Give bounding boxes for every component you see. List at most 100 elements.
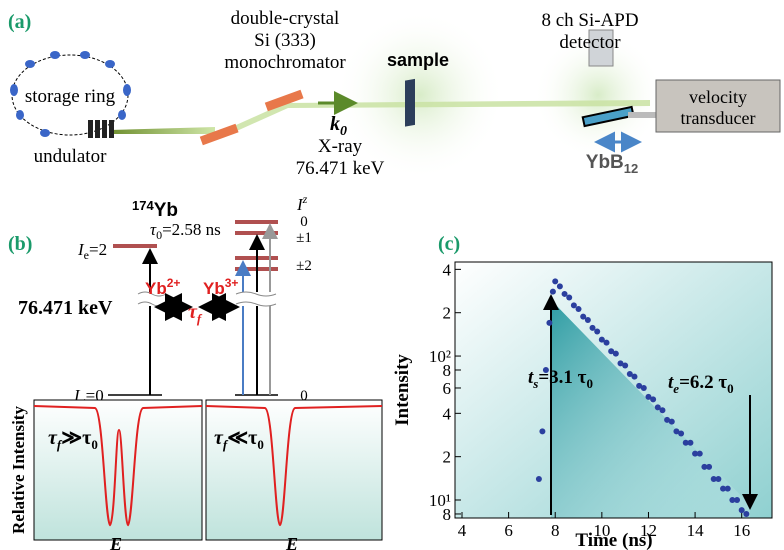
base: τ xyxy=(150,220,157,239)
point xyxy=(673,428,680,435)
point xyxy=(650,396,657,403)
panel-c: (c) Intensity Time (ns) ts=3.1 τ0 te=6.2… xyxy=(392,233,773,550)
base: Yb xyxy=(145,279,167,298)
tau-f: τf xyxy=(188,301,203,326)
point xyxy=(659,407,666,414)
point xyxy=(710,475,717,482)
point xyxy=(546,319,553,326)
shade xyxy=(551,300,750,518)
yb2: Yb2+ xyxy=(145,276,180,298)
point xyxy=(631,373,638,380)
mono-label: Si (333) xyxy=(254,30,316,51)
glow xyxy=(533,30,663,160)
sample-label: sample xyxy=(387,50,449,70)
base: t xyxy=(668,372,674,393)
y-tick-label: 4 xyxy=(443,260,452,279)
point xyxy=(636,382,643,389)
point xyxy=(570,302,577,309)
y-label: Intensity xyxy=(392,354,413,426)
sup: 174 xyxy=(132,198,154,213)
point xyxy=(589,324,596,331)
mono-label: monochromator xyxy=(224,52,346,73)
y-tick-label: 2 xyxy=(443,304,452,323)
rest: =2.58 ns xyxy=(162,220,221,239)
mono-label: double-crystal xyxy=(231,8,340,29)
point xyxy=(724,485,731,492)
sub: 0 xyxy=(257,437,264,452)
sub: 12 xyxy=(624,161,638,176)
excited-label: Ie=2 xyxy=(77,240,107,262)
base: I xyxy=(77,240,85,259)
panel-label: (b) xyxy=(8,233,32,255)
iz-label: Iz xyxy=(296,192,308,214)
x-tick-label: 6 xyxy=(504,521,513,540)
point xyxy=(612,350,619,357)
y-tick-label: 8 xyxy=(443,505,452,524)
point xyxy=(738,507,745,514)
point xyxy=(654,404,661,411)
plot-frame xyxy=(454,261,773,519)
level-label: 0 xyxy=(300,214,308,230)
y-tick-label: 8 xyxy=(443,361,452,380)
point xyxy=(687,439,694,446)
beam-label: 76.471 keV xyxy=(296,158,385,179)
sub: 0 xyxy=(340,124,347,139)
detector-label: 8 ch Si-APD xyxy=(541,10,638,31)
beam xyxy=(225,100,650,134)
detector xyxy=(588,29,614,67)
point xyxy=(617,360,624,367)
point xyxy=(715,475,722,482)
x-tick-label: 4 xyxy=(458,521,467,540)
sub: 0 xyxy=(156,228,162,242)
undulator-label: undulator xyxy=(34,146,107,167)
lifetime: τ0=2.58 ns xyxy=(150,220,221,242)
point xyxy=(692,450,699,457)
base: YbB xyxy=(586,152,624,173)
undulator-magnets xyxy=(88,120,114,138)
sub: f xyxy=(197,311,203,326)
point xyxy=(561,290,568,297)
point xyxy=(535,475,542,482)
point xyxy=(622,362,629,369)
break xyxy=(235,291,277,307)
x-tick-label: 14 xyxy=(687,521,705,540)
point xyxy=(696,450,703,457)
x-tick-label: 10 xyxy=(593,521,610,540)
x-label: E xyxy=(109,534,122,550)
point xyxy=(566,294,573,301)
spectrum-label: τf≫τ0 xyxy=(48,427,98,452)
x-tick-label: 8 xyxy=(551,521,560,540)
panel-label: (a) xyxy=(8,11,31,33)
ring-label: storage ring xyxy=(25,86,116,107)
point xyxy=(682,439,689,446)
transducer-label: velocity xyxy=(689,87,747,107)
y-tick-label: 10¹ xyxy=(429,491,451,510)
panel-b: (b) 174Yb τ0=2.58 ns Ie=2 Ig=0 Iz 0 ±1 ±… xyxy=(8,192,383,550)
point xyxy=(734,497,741,504)
point xyxy=(664,416,671,423)
base: I xyxy=(296,195,304,214)
detector-label: detector xyxy=(559,32,621,53)
x-tick-label: 16 xyxy=(733,521,750,540)
y-tick-label: 4 xyxy=(443,404,452,423)
point xyxy=(552,278,559,285)
rod xyxy=(628,112,658,118)
spectrum-box xyxy=(205,399,383,541)
annotation: te=6.2 τ0 xyxy=(668,372,734,396)
k: k xyxy=(330,113,340,135)
point xyxy=(626,371,633,378)
sub: 0 xyxy=(586,376,593,391)
point xyxy=(584,316,591,323)
spectrum xyxy=(205,405,383,527)
point xyxy=(594,328,601,335)
wavevector: k0 xyxy=(330,113,347,139)
panel-a: (a) storage ring undulator double-crysta… xyxy=(8,8,781,180)
base: τ xyxy=(214,427,224,449)
level-label: ±2 xyxy=(296,258,312,274)
y-tick-label: 2 xyxy=(443,448,452,467)
energy-label: 76.471 keV xyxy=(18,297,113,319)
point xyxy=(608,348,615,355)
point xyxy=(706,463,713,470)
point xyxy=(668,418,675,425)
